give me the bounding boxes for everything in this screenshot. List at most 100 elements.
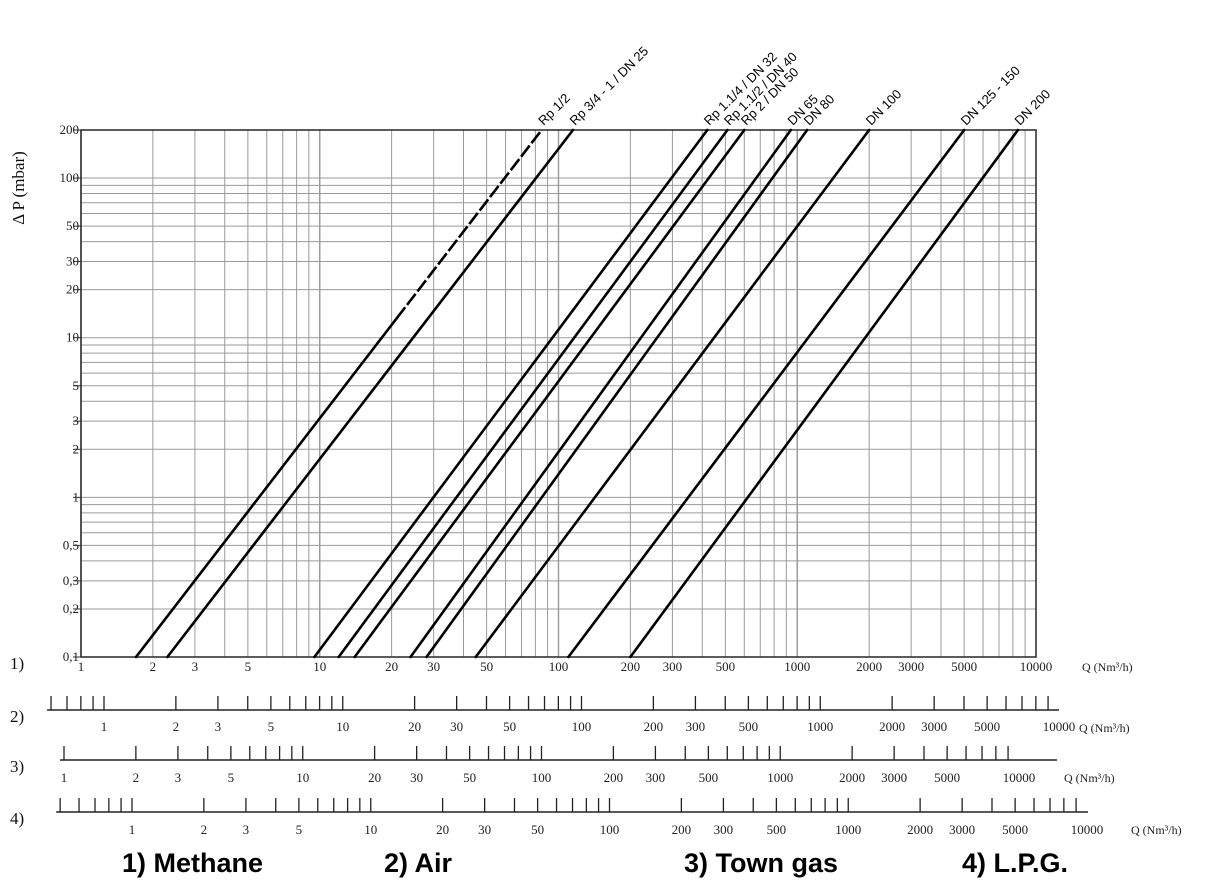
- y-tick-label: 5: [73, 378, 80, 393]
- y-tick-label: 1: [73, 489, 80, 504]
- series-line: [629, 128, 1020, 659]
- scale-label: 20: [385, 659, 398, 674]
- scale-label: 300: [686, 719, 706, 734]
- flow-scale-1: 1) 1 2 3 5 10 20 30 50 100 200 300 500 1000 2000 3000 50…: [10, 654, 1133, 674]
- series-line: [409, 128, 793, 659]
- grid: [80, 129, 1037, 658]
- scale-label: 2000: [839, 770, 865, 785]
- flow-scale-2: 2) 1 2 3 5 10 20 30 50 100 200 300 500 1000 2000 3000 50…: [10, 696, 1130, 735]
- scale-label: 5000: [974, 719, 1000, 734]
- series-lines: [134, 128, 1020, 659]
- scale-label: 3: [243, 822, 250, 837]
- scale-label: 1: [129, 822, 136, 837]
- scale-unit: Q (Nm³/h): [1082, 660, 1133, 674]
- scale-label: 1000: [784, 659, 810, 674]
- scale-label: 100: [600, 822, 620, 837]
- scale-label: 5000: [1002, 822, 1028, 837]
- scale-label: 30: [450, 719, 463, 734]
- scale-id: 4): [10, 809, 24, 828]
- y-tick-label: 2: [73, 441, 80, 456]
- scale-label: 3: [175, 770, 182, 785]
- scale-label: 3000: [881, 770, 907, 785]
- series-line: [353, 128, 746, 659]
- gas-legend-item: 1) Methane: [122, 848, 263, 878]
- scale-id: 3): [10, 757, 24, 776]
- scale-label: 1: [78, 659, 85, 674]
- scale-label: 300: [714, 822, 734, 837]
- scale-label: 200: [644, 719, 664, 734]
- scale-label: 5: [245, 659, 252, 674]
- gas-legend: 1) Methane 2) Air 3) Town gas 4) L.P.G.: [122, 848, 1068, 878]
- scale-label: 20: [368, 770, 381, 785]
- series-label: DN 200: [1011, 86, 1053, 128]
- gas-legend-item: 4) L.P.G.: [962, 848, 1068, 878]
- scale-label: 500: [699, 770, 719, 785]
- scale-label: 1: [61, 770, 68, 785]
- flow-scale-3: 3) 1 2 3 5 10 20 30 50 100 200 300 500 1000 2000 3000 50…: [10, 746, 1115, 785]
- y-tick-label: 0,3: [63, 573, 79, 588]
- series-line: [425, 128, 809, 659]
- series-line: [134, 317, 398, 659]
- scale-label: 2: [173, 719, 180, 734]
- scale-label: 5: [268, 719, 275, 734]
- scale-label: 30: [427, 659, 440, 674]
- series-line: [313, 128, 709, 659]
- scale-label: 10000: [1071, 822, 1104, 837]
- series-line: [337, 128, 729, 659]
- scale-label: 200: [604, 770, 624, 785]
- scale-label: 2: [133, 770, 140, 785]
- scale-label: 10000: [1020, 659, 1053, 674]
- scale-label: 30: [410, 770, 423, 785]
- scale-label: 2: [150, 659, 157, 674]
- scale-label: 10: [296, 770, 309, 785]
- gas-legend-item: 2) Air: [384, 848, 453, 878]
- plot-frame: [80, 129, 1037, 658]
- series-label: Rp 3/4 - 1 / DN 25: [567, 43, 652, 128]
- scale-label: 50: [531, 822, 544, 837]
- y-tick-label: 10: [66, 330, 79, 345]
- scale-label: 50: [463, 770, 476, 785]
- scale-label: 10: [364, 822, 377, 837]
- scale-label: 5: [296, 822, 303, 837]
- scale-label: 3: [192, 659, 199, 674]
- y-tick-label: 3: [73, 413, 80, 428]
- scale-label: 1000: [767, 770, 793, 785]
- scale-label: 100: [549, 659, 569, 674]
- scale-label: 3000: [898, 659, 924, 674]
- scale-label: 20: [436, 822, 449, 837]
- scale-label: 3000: [949, 822, 975, 837]
- scale-unit: Q (Nm³/h): [1079, 721, 1130, 735]
- scale-id: 2): [10, 707, 24, 726]
- scale-label: 5: [228, 770, 235, 785]
- flow-scale-4: 4) 1 2 3 5 10 20 30 50 100 200 300 500 1000 2000 3000 50…: [10, 798, 1182, 837]
- y-tick-label: 100: [60, 170, 80, 185]
- scale-label: 500: [767, 822, 787, 837]
- scale-label: 50: [480, 659, 493, 674]
- scale-label: 10: [313, 659, 326, 674]
- y-tick-label: 0,2: [63, 601, 79, 616]
- y-tick-label: 200: [60, 122, 80, 137]
- y-tick-label: 30: [66, 254, 79, 269]
- scale-label: 1000: [807, 719, 833, 734]
- scale-label: 300: [646, 770, 666, 785]
- series-line: [567, 128, 966, 659]
- scale-label: 3000: [921, 719, 947, 734]
- scale-label: 5000: [934, 770, 960, 785]
- scale-label: 30: [478, 822, 491, 837]
- scale-label: 100: [532, 770, 552, 785]
- scale-label: 2: [201, 822, 208, 837]
- scale-label: 10: [336, 719, 349, 734]
- y-axis-ticks: 0,1 0,2 0,3 0,5 1 2 3 5 10 20 30 50 100 200: [60, 122, 81, 664]
- y-tick-label: 0,1: [63, 649, 79, 664]
- scale-label: 5000: [951, 659, 977, 674]
- y-tick-label: 20: [66, 282, 79, 297]
- scale-label: 300: [663, 659, 683, 674]
- series-label: DN 100: [863, 86, 905, 128]
- scale-unit: Q (Nm³/h): [1064, 771, 1115, 785]
- scale-label: 500: [716, 659, 736, 674]
- scale-label: 2000: [856, 659, 882, 674]
- series-line-dashed: [395, 129, 543, 320]
- scale-label: 3: [215, 719, 222, 734]
- series-line: [166, 128, 575, 659]
